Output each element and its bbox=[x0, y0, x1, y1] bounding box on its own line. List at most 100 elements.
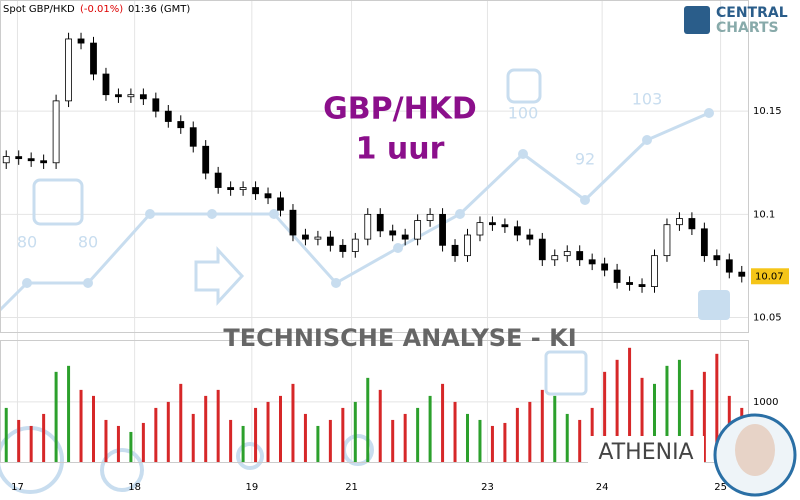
candle-body bbox=[40, 160, 48, 164]
volume-bar bbox=[528, 401, 532, 462]
volume-bar bbox=[17, 419, 21, 462]
logo-text: CENTRAL bbox=[716, 5, 788, 21]
candle-body bbox=[52, 100, 60, 164]
watermark-arrow bbox=[194, 246, 245, 306]
volume-bar bbox=[403, 413, 407, 462]
volume-bar bbox=[92, 395, 95, 462]
volume-bar bbox=[241, 425, 245, 462]
logo-text: CHARTS bbox=[716, 20, 779, 36]
candle-body bbox=[538, 238, 546, 261]
candle-body bbox=[277, 197, 284, 211]
watermark-score: 80 bbox=[78, 233, 98, 252]
volume-bar bbox=[553, 395, 557, 462]
candle-body bbox=[389, 230, 397, 236]
volume-bar bbox=[316, 425, 320, 462]
volume-bar bbox=[204, 395, 208, 462]
candle-body bbox=[152, 98, 160, 112]
candle-body bbox=[401, 234, 409, 240]
candle-body bbox=[302, 234, 309, 240]
volume-bar bbox=[615, 359, 619, 462]
volume-tick-label: 1000 bbox=[753, 397, 778, 408]
x-tick-label: 25 bbox=[714, 482, 727, 493]
volume-bar bbox=[216, 389, 220, 462]
volume-bar bbox=[141, 422, 145, 462]
x-tick-label: 17 bbox=[11, 482, 24, 493]
x-tick-label: 24 bbox=[596, 482, 609, 493]
candle-body bbox=[663, 224, 671, 257]
volume-panel bbox=[0, 340, 749, 463]
volume-bar bbox=[702, 371, 706, 462]
candle-body bbox=[676, 218, 683, 226]
volume-bar bbox=[690, 389, 694, 462]
last-price-label: 10.07 bbox=[755, 271, 784, 282]
candle-body bbox=[326, 236, 334, 246]
candle-body bbox=[563, 251, 571, 257]
candle-body bbox=[464, 234, 471, 257]
logo-icon bbox=[684, 6, 710, 34]
watermark-icon bbox=[698, 290, 730, 320]
candle-body bbox=[513, 226, 521, 236]
candle-body bbox=[252, 187, 259, 195]
candle-body bbox=[713, 255, 721, 261]
candle-body bbox=[189, 127, 197, 147]
volume-bar bbox=[154, 407, 158, 462]
candle-body bbox=[576, 251, 584, 261]
volume-bar bbox=[665, 365, 669, 462]
assistant-box bbox=[588, 436, 704, 470]
candle-body bbox=[626, 282, 633, 285]
header-time: 01:36 (GMT) bbox=[128, 4, 190, 15]
volume-bar bbox=[303, 413, 307, 462]
volume-bar bbox=[441, 383, 445, 462]
volume-bar bbox=[428, 395, 432, 462]
watermark-score: 103 bbox=[632, 90, 663, 109]
volume-bar bbox=[391, 419, 395, 462]
candle-body bbox=[638, 284, 646, 287]
watermark-score: 80 bbox=[17, 233, 37, 252]
candle-body bbox=[27, 158, 35, 162]
header-change: (-0.01%) bbox=[80, 4, 123, 15]
candle-body bbox=[202, 145, 210, 174]
volume-bar bbox=[540, 389, 544, 462]
candle-body bbox=[551, 255, 559, 261]
candle-body bbox=[651, 255, 658, 287]
candle-body bbox=[239, 187, 247, 191]
candle-body bbox=[725, 259, 733, 273]
candle-body bbox=[77, 38, 85, 44]
candle-body bbox=[2, 156, 10, 164]
x-tick-label: 23 bbox=[481, 482, 494, 493]
y-tick-label: 10.15 bbox=[753, 106, 782, 117]
volume-bar bbox=[116, 425, 120, 462]
x-tick-label: 18 bbox=[128, 482, 141, 493]
candle-body bbox=[314, 236, 322, 240]
volume-bar bbox=[229, 419, 233, 462]
volume-bar bbox=[104, 419, 108, 462]
x-tick-label: 21 bbox=[345, 482, 358, 493]
volume-bar bbox=[378, 389, 382, 462]
candle-body bbox=[351, 238, 359, 252]
header-symbol: Spot GBP/HKD bbox=[3, 4, 75, 15]
candle-body bbox=[364, 213, 372, 240]
volume-bar bbox=[490, 425, 494, 462]
volume-bar bbox=[628, 347, 632, 462]
watermark-dots bbox=[22, 108, 714, 288]
volume-bar bbox=[466, 413, 469, 462]
volume-bar bbox=[453, 401, 457, 462]
candle-body bbox=[139, 94, 147, 100]
candle-body bbox=[90, 42, 97, 75]
candle-body bbox=[102, 73, 110, 96]
candle-body bbox=[15, 156, 23, 160]
volume-bar bbox=[590, 407, 594, 462]
candle-body bbox=[738, 271, 746, 277]
assistant-name: ATHENIA bbox=[598, 440, 693, 465]
volume-bar bbox=[503, 422, 507, 462]
volume-bar bbox=[328, 419, 332, 462]
volume-bar bbox=[279, 395, 282, 462]
volume-bar bbox=[54, 371, 58, 462]
candle-body bbox=[700, 228, 708, 257]
candle-body bbox=[476, 222, 484, 236]
avatar-face bbox=[735, 424, 775, 476]
volume-bar bbox=[341, 407, 345, 462]
volume-bar bbox=[166, 401, 170, 462]
candle-body bbox=[588, 259, 596, 265]
